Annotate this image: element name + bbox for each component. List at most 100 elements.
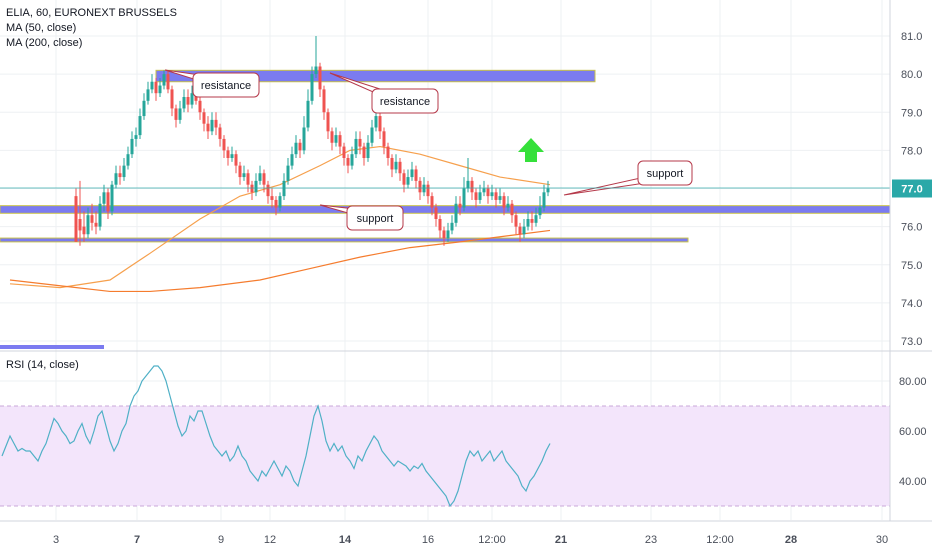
candle-body — [546, 188, 550, 193]
candle-body — [218, 127, 222, 139]
candle-body — [290, 154, 294, 166]
candle-body — [382, 131, 386, 147]
candle-body — [538, 207, 542, 216]
legend-ma50: MA (50, close) — [6, 22, 77, 34]
candle-body — [186, 97, 190, 105]
candle-body — [494, 192, 498, 200]
time-tick-label: 30 — [876, 534, 888, 546]
annotation-label: resistance — [380, 96, 430, 108]
candle-body — [506, 203, 510, 208]
candle-body — [390, 158, 394, 170]
time-tick-label: 23 — [645, 534, 657, 546]
candle-body — [482, 188, 486, 193]
candle-body — [190, 93, 194, 105]
time-tick-label: 12 — [264, 534, 276, 546]
candle-body — [138, 116, 142, 136]
price-tick-label: 74.0 — [901, 298, 922, 310]
candle-body — [262, 173, 266, 185]
candle-body — [438, 219, 442, 231]
price-tick-label: 80.0 — [901, 69, 922, 81]
annotation-label: resistance — [201, 80, 251, 92]
candle-body — [498, 196, 502, 200]
price-tick-label: 76.0 — [901, 222, 922, 234]
candle-body — [358, 138, 362, 147]
candle-body — [354, 138, 358, 155]
rsi-line-group — [1, 365, 551, 508]
candle-body — [470, 180, 474, 193]
annotation-tail — [563, 176, 646, 196]
candle-body — [466, 180, 470, 189]
candle-body — [102, 192, 106, 204]
candle-body — [526, 219, 530, 227]
time-tick-label: 21 — [555, 534, 567, 546]
candle-body — [398, 161, 402, 174]
candle-body — [202, 112, 206, 124]
legend-ma200: MA (200, close) — [6, 37, 83, 49]
candle-body — [114, 173, 118, 185]
main-legend: ELIA, 60, EURONEXT BRUSSELS MA (50, clos… — [6, 6, 177, 51]
candle-body — [270, 196, 274, 200]
candle-body — [238, 165, 242, 178]
candle-body — [430, 196, 434, 208]
candle-body — [350, 154, 354, 166]
price-tick-label: 75.0 — [901, 260, 922, 272]
candle-body — [230, 154, 234, 158]
candle-body — [214, 119, 218, 128]
ma-line — [9, 229, 551, 293]
candle-body — [434, 207, 438, 219]
candle-body — [106, 192, 110, 212]
candle-body — [446, 230, 450, 239]
candle-body — [402, 173, 406, 185]
candle-body — [146, 89, 150, 101]
rsi-line — [1, 365, 551, 508]
time-tick-label: 7 — [134, 534, 140, 546]
candle-body — [522, 226, 526, 235]
candle-body — [490, 192, 494, 197]
candle-body — [338, 135, 342, 147]
candle-body — [486, 188, 490, 197]
price-badge-label: 77.0 — [901, 184, 922, 196]
up-arrow-icon — [518, 138, 544, 162]
candle-body — [142, 100, 146, 117]
candle-body — [530, 219, 534, 223]
rsi-legend: RSI (14, close) — [6, 358, 79, 373]
candle-body — [310, 74, 314, 101]
candle-body — [534, 215, 538, 223]
candle-body — [318, 66, 322, 90]
annotation-box — [371, 88, 439, 114]
candle-body — [450, 222, 454, 231]
candle-body — [82, 226, 86, 235]
candle-body — [334, 135, 338, 143]
time-tick-label: 3 — [53, 534, 59, 546]
candle-body — [166, 74, 170, 90]
zone-rect — [0, 205, 891, 214]
candle-body — [222, 138, 226, 151]
candle-body — [426, 184, 430, 197]
time-tick-label: 28 — [785, 534, 797, 546]
candle-body — [306, 100, 310, 128]
candle-body — [246, 173, 250, 185]
candle-body — [86, 215, 90, 235]
candle-body — [154, 81, 158, 94]
price-tick-label: 73.0 — [901, 336, 922, 348]
candle-body — [294, 142, 298, 155]
legend-symbol: ELIA, 60, EURONEXT BRUSSELS — [6, 7, 177, 19]
time-tick-label: 14 — [339, 534, 352, 546]
candle-body — [362, 146, 366, 158]
candle-body — [342, 146, 346, 158]
rsi-tick-label: 60.00 — [899, 426, 927, 438]
candle-body — [94, 222, 98, 227]
time-tick-label: 16 — [422, 534, 434, 546]
candle-body — [130, 138, 134, 155]
candle-body — [462, 188, 466, 208]
zone-rect — [155, 69, 596, 83]
zone-marker — [0, 345, 104, 349]
candle-body — [158, 85, 162, 94]
candle-body — [366, 142, 370, 158]
rsi-tick-label: 40.00 — [899, 476, 927, 488]
price-tick-label: 81.0 — [901, 31, 922, 43]
candle-body — [126, 154, 130, 166]
